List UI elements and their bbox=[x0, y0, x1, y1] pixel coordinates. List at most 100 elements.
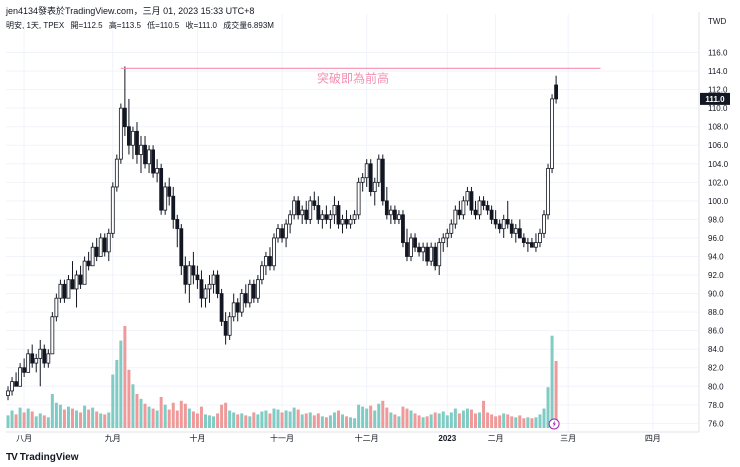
volume-bar bbox=[320, 416, 324, 428]
candle-body bbox=[30, 353, 35, 364]
candle-body bbox=[320, 214, 325, 220]
candle-body bbox=[312, 200, 317, 206]
volume-bar bbox=[212, 416, 216, 428]
candle-body bbox=[509, 223, 514, 234]
volume-bar bbox=[365, 408, 369, 428]
volume-bar bbox=[179, 400, 183, 428]
tradingview-logo-text: TradingView bbox=[19, 452, 79, 463]
lightning-icon bbox=[552, 420, 556, 428]
volume-bar bbox=[70, 408, 74, 428]
tradingview-logo[interactable]: TV TradingView bbox=[6, 452, 79, 463]
volume-bar bbox=[401, 406, 405, 428]
candle-body bbox=[401, 214, 405, 243]
candle-body bbox=[14, 381, 18, 387]
candle-body bbox=[449, 223, 454, 234]
volume-bar bbox=[316, 413, 320, 428]
candle-body bbox=[485, 205, 490, 211]
candle-body bbox=[143, 144, 147, 165]
candle-body bbox=[360, 177, 365, 183]
volume-bar bbox=[272, 408, 276, 428]
volume-bar bbox=[353, 418, 357, 428]
volume-bar bbox=[58, 404, 62, 428]
volume-bar bbox=[478, 412, 482, 428]
candle-body bbox=[525, 242, 530, 244]
candle-body bbox=[34, 358, 39, 364]
candle-body bbox=[66, 279, 71, 299]
candle-body bbox=[425, 246, 430, 262]
candle-body bbox=[530, 242, 534, 248]
volume-bar bbox=[119, 340, 123, 428]
time-tick-label: 九月 bbox=[105, 434, 121, 443]
candle-body bbox=[247, 283, 252, 304]
candle-body bbox=[78, 274, 83, 285]
volume-bar bbox=[268, 413, 272, 428]
price-tick-label: 86.0 bbox=[708, 327, 724, 336]
candle-body bbox=[38, 348, 43, 359]
candle-body bbox=[546, 168, 550, 216]
volume-bar bbox=[469, 409, 473, 428]
candle-body bbox=[332, 205, 337, 216]
volume-bar bbox=[437, 413, 441, 428]
time-axis[interactable]: 八月 九月 十月 十一月 十二月 2023 二月 三月 四月 bbox=[6, 431, 699, 443]
price-tick-label: 92.0 bbox=[708, 271, 724, 280]
candle-body bbox=[477, 200, 482, 216]
price-tick-label: 88.0 bbox=[708, 308, 724, 317]
volume-bar bbox=[6, 415, 10, 428]
volume-bar bbox=[457, 413, 461, 428]
candle-body bbox=[127, 126, 131, 146]
volume-bar bbox=[433, 412, 437, 428]
candle-body bbox=[94, 246, 99, 257]
candle-body bbox=[433, 246, 438, 267]
candle-body bbox=[497, 223, 502, 230]
volume-bar bbox=[95, 411, 99, 428]
volume-bar bbox=[425, 416, 429, 428]
candle-body bbox=[135, 130, 139, 155]
annotation-layer[interactable]: 突破即為前高 bbox=[120, 67, 601, 430]
candle-body bbox=[465, 191, 470, 202]
volume-bar bbox=[232, 412, 236, 428]
volume-bar bbox=[14, 414, 18, 428]
legend-volume: 成交量6.893M bbox=[223, 21, 274, 30]
candle-body bbox=[328, 214, 333, 220]
volume-bar bbox=[264, 410, 268, 428]
candle-body bbox=[505, 219, 510, 225]
candle-body bbox=[300, 209, 305, 216]
price-tick-label: 82.0 bbox=[708, 364, 724, 373]
time-tick-label: 三月 bbox=[560, 434, 576, 443]
price-tick-label: 106.0 bbox=[708, 141, 729, 150]
volume-bar bbox=[473, 413, 477, 428]
candle-body bbox=[481, 200, 486, 206]
candle-body bbox=[151, 149, 155, 174]
candle-body bbox=[280, 228, 284, 239]
candle-body bbox=[316, 205, 321, 220]
candle-body bbox=[409, 237, 413, 257]
price-axis[interactable]: 76.0 78.0 80.0 82.0 84.0 86.0 88.0 90.0 92.0 94.0… bbox=[698, 12, 730, 432]
candle-body bbox=[392, 209, 397, 220]
volume-bar bbox=[534, 417, 538, 428]
volume-bar bbox=[107, 412, 111, 428]
candle-body bbox=[340, 219, 345, 225]
price-tick-label: 108.0 bbox=[708, 123, 729, 132]
volume-bar bbox=[123, 326, 127, 428]
candle-body bbox=[376, 158, 381, 183]
volume-bar bbox=[304, 413, 308, 428]
candle-body bbox=[46, 353, 51, 364]
volume-bar bbox=[34, 416, 38, 428]
price-tick-label: 112.0 bbox=[708, 86, 728, 95]
candle-body bbox=[417, 246, 421, 253]
volume-bar bbox=[429, 414, 433, 428]
candle-body bbox=[429, 246, 434, 262]
candle-body bbox=[469, 191, 474, 211]
volume-bar bbox=[191, 411, 195, 428]
candle-body bbox=[122, 107, 127, 128]
candle-body bbox=[268, 256, 272, 267]
volume-bar bbox=[151, 408, 155, 428]
legend-low: 低=110.5 bbox=[147, 21, 180, 30]
candle-body bbox=[368, 163, 373, 193]
publisher-line: jen4134發表於TradingView.com，三月 01, 2023 15… bbox=[6, 6, 255, 16]
last-price-tag[interactable] bbox=[700, 92, 730, 105]
candle-body bbox=[175, 219, 180, 230]
candle-body bbox=[98, 237, 103, 257]
volume-bar bbox=[175, 410, 179, 428]
